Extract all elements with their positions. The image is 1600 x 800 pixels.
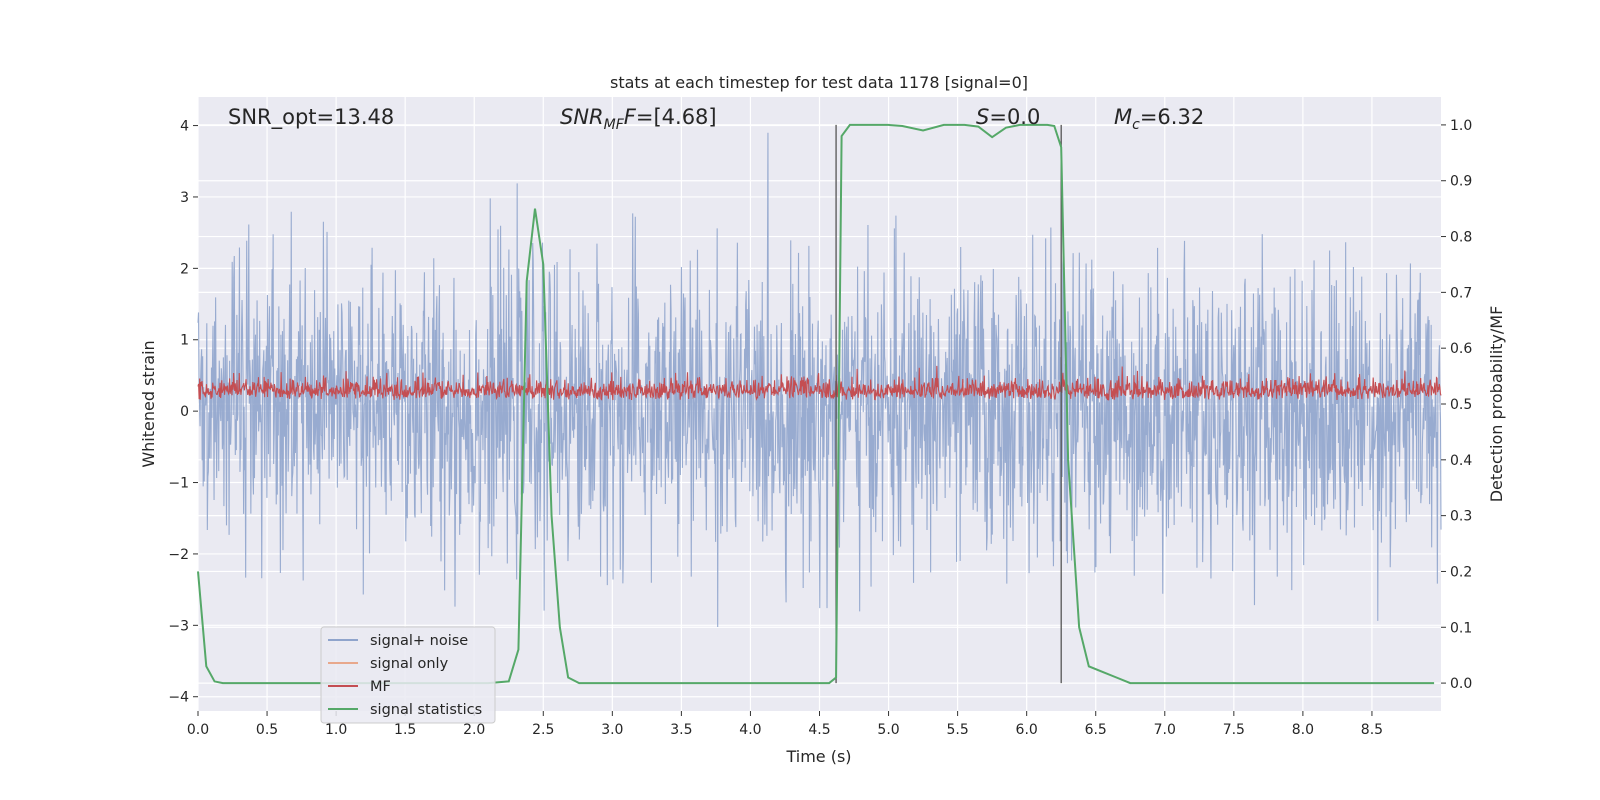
legend-label-signal-statistics: signal statistics (370, 702, 482, 718)
right-y-tick-label: 0.9 (1450, 174, 1472, 190)
x-tick-label: 5.0 (877, 722, 899, 738)
x-tick-label: 8.0 (1292, 722, 1314, 738)
left-y-tick-label: 4 (180, 119, 189, 135)
x-tick-label: 5.5 (946, 722, 968, 738)
left-y-tick-label: −1 (168, 476, 189, 492)
signal-noise-series (197, 132, 1442, 627)
x-tick-label: 0.5 (256, 722, 278, 738)
left-y-tick-label: 3 (180, 190, 189, 206)
x-tick-label: 4.5 (808, 722, 830, 738)
x-axis-label: Time (s) (785, 747, 851, 766)
annotation-mc: Mc=6.32 (1114, 105, 1204, 133)
legend-label-signal-only: signal only (370, 656, 449, 672)
legend-label-signal-noise: signal+ noise (370, 633, 468, 649)
right-y-tick-label: 0.2 (1450, 564, 1472, 580)
right-y-tick-label: 0.5 (1450, 397, 1472, 413)
left-y-tick-label: 0 (180, 404, 189, 420)
chart-title: stats at each timestep for test data 117… (610, 73, 1028, 92)
x-tick-label: 3.5 (670, 722, 692, 738)
left-y-tick-label: 2 (180, 261, 189, 277)
signal-noise-line (197, 132, 1442, 627)
x-axis-ticks: 0.0 0.5 1.0 1.5 2.0 2.5 3.0 3.5 4.0 4.5 5.0 5.5 6.0 6… (187, 711, 1383, 738)
left-y-axis-ticks: −4 −3 −2 −1 0 1 2 3 4 (168, 119, 198, 706)
right-y-tick-label: 0.1 (1450, 620, 1472, 636)
x-tick-label: 1.0 (325, 722, 347, 738)
right-y-axis-ticks: 0.0 0.1 0.2 0.3 0.4 0.5 0.6 0.7 0.8 0.9 1.0 (1441, 118, 1472, 692)
right-y-tick-label: 0.8 (1450, 230, 1472, 246)
left-y-tick-label: 1 (180, 333, 189, 349)
right-y-tick-label: 0.4 (1450, 453, 1472, 469)
right-y-tick-label: 0.0 (1450, 676, 1472, 692)
legend-box (320, 626, 496, 724)
legend: signal+ noise signal only MF signal stat… (320, 626, 496, 724)
x-tick-label: 7.0 (1154, 722, 1176, 738)
x-tick-label: 2.0 (463, 722, 485, 738)
x-tick-label: 6.0 (1016, 722, 1038, 738)
x-tick-label: 7.5 (1223, 722, 1245, 738)
x-tick-label: 2.5 (532, 722, 554, 738)
right-y-tick-label: 1.0 (1450, 118, 1472, 134)
x-tick-label: 8.5 (1361, 722, 1383, 738)
left-y-tick-label: −4 (168, 690, 189, 706)
right-y-tick-label: 0.3 (1450, 509, 1472, 525)
left-y-tick-label: −2 (168, 547, 189, 563)
right-y-tick-label: 0.6 (1450, 341, 1472, 357)
x-tick-label: 4.0 (739, 722, 761, 738)
x-tick-label: 1.5 (394, 722, 416, 738)
left-y-axis-label: Whitened strain (139, 340, 158, 467)
right-y-tick-label: 0.7 (1450, 285, 1472, 301)
annotation-snr-opt: SNR_opt=13.48 (228, 105, 394, 130)
annotation-snr-mf: SNRMFF=[4.68] (560, 105, 717, 133)
mf-series (197, 365, 1442, 401)
left-y-tick-label: −3 (168, 618, 189, 634)
annotation-s: S=0.0 (976, 105, 1040, 129)
x-tick-label: 6.5 (1085, 722, 1107, 738)
right-y-axis-label: Detection probability/MF (1487, 306, 1506, 503)
legend-label-mf: MF (370, 679, 391, 695)
x-tick-label: 0.0 (187, 722, 209, 738)
mf-line (197, 365, 1442, 401)
x-tick-label: 3.0 (601, 722, 623, 738)
